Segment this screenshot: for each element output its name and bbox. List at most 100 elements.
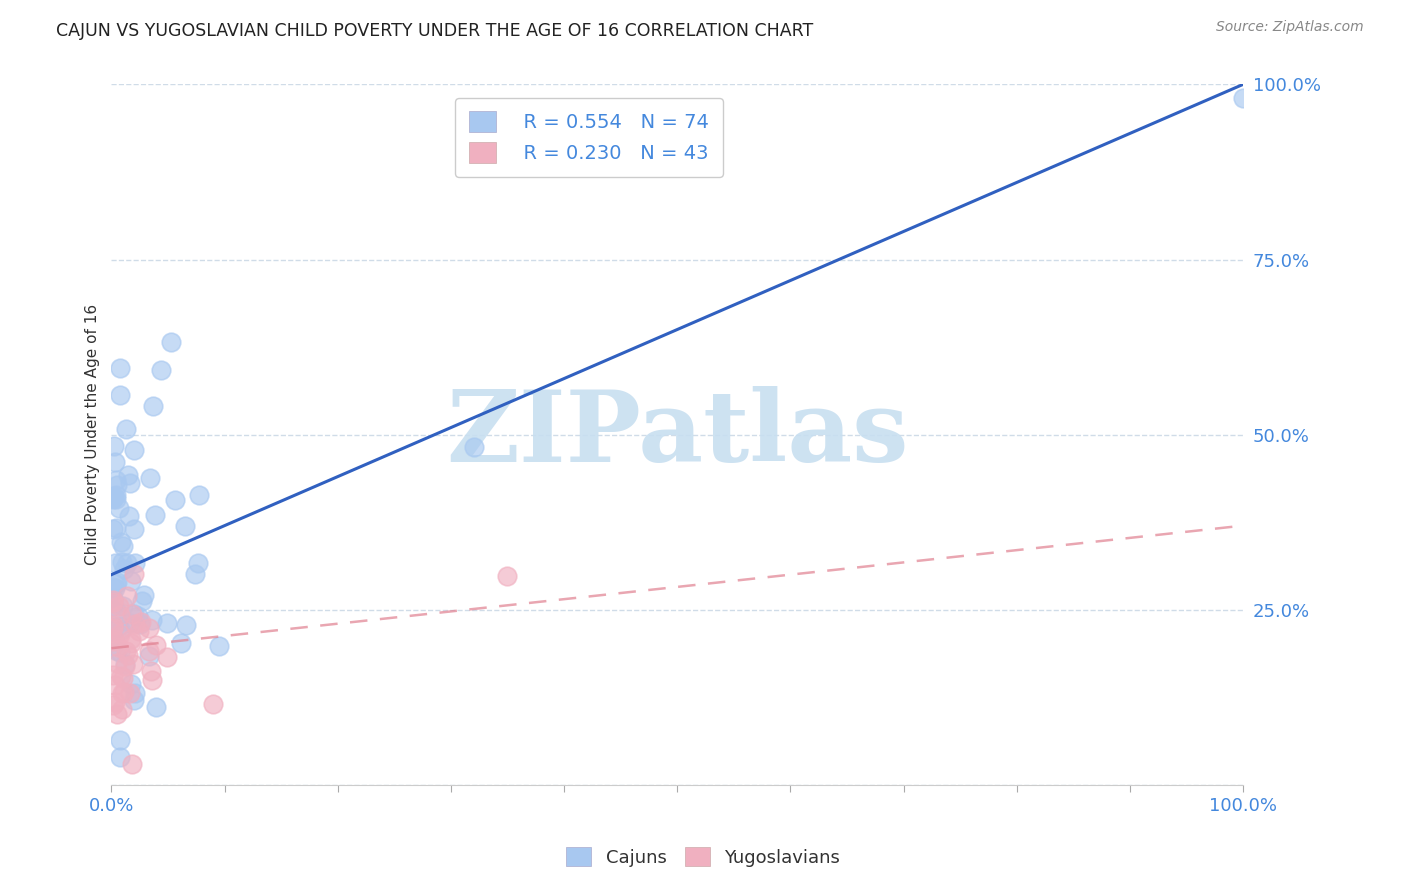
Point [115, 589, 138, 603]
Point [122, 657, 145, 672]
Point [145, 700, 167, 714]
Point [122, 567, 145, 582]
Point [104, 556, 127, 570]
Point [115, 644, 138, 658]
Point [118, 509, 141, 524]
Point [121, 757, 143, 772]
Y-axis label: Child Poverty Under the Age of 16: Child Poverty Under the Age of 16 [86, 304, 100, 566]
Point [122, 607, 145, 621]
Point [124, 617, 146, 632]
Point [110, 608, 132, 623]
Point [101, 698, 124, 712]
Point [110, 750, 132, 764]
Point [114, 659, 136, 673]
Point [120, 632, 142, 646]
Point [101, 491, 124, 505]
Point [187, 556, 209, 570]
Point [143, 508, 166, 522]
Text: Source: ZipAtlas.com: Source: ZipAtlas.com [1216, 20, 1364, 34]
Point [108, 618, 131, 632]
Point [110, 669, 132, 683]
Point [122, 693, 145, 707]
Point [105, 575, 128, 590]
Point [103, 591, 125, 606]
Point [101, 593, 124, 607]
Point [111, 686, 134, 700]
Point [105, 643, 128, 657]
Point [104, 488, 127, 502]
Point [138, 644, 160, 658]
Point [111, 702, 134, 716]
Point [129, 615, 152, 629]
Point [120, 635, 142, 649]
Point [107, 640, 129, 654]
Point [101, 580, 124, 594]
Point [105, 492, 128, 507]
Point [101, 491, 124, 506]
Point [156, 615, 179, 630]
Point [202, 697, 225, 711]
Point [115, 556, 138, 570]
Point [134, 588, 156, 602]
Point [104, 455, 127, 469]
Point [127, 608, 149, 623]
Point [108, 733, 131, 747]
Point [120, 574, 142, 589]
Point [114, 657, 136, 671]
Point [141, 673, 163, 688]
Point [104, 581, 127, 595]
Point [103, 439, 125, 453]
Point [101, 595, 124, 609]
Point [124, 556, 146, 570]
Point [117, 467, 139, 482]
Point [110, 387, 132, 401]
Point [104, 678, 127, 692]
Point [131, 594, 153, 608]
Point [141, 614, 163, 628]
Point [124, 686, 146, 700]
Point [118, 475, 141, 490]
Point [101, 522, 124, 536]
Point [110, 624, 132, 638]
Point [103, 632, 125, 647]
Point [104, 603, 127, 617]
Point [108, 599, 131, 614]
Text: ZIPatlas: ZIPatlas [446, 386, 908, 483]
Point [105, 474, 128, 488]
Point [101, 624, 124, 639]
Point [184, 566, 207, 581]
Point [115, 422, 138, 436]
Point [187, 488, 209, 502]
Point [110, 535, 132, 549]
Point [163, 493, 186, 508]
Point [111, 599, 134, 613]
Point [145, 638, 167, 652]
Point [160, 335, 183, 350]
Point [101, 599, 124, 613]
Point [176, 618, 198, 632]
Point [103, 489, 125, 503]
Point [117, 648, 139, 662]
Legend:   R = 0.554   N = 74,   R = 0.230   N = 43: R = 0.554 N = 74, R = 0.230 N = 43 [456, 97, 723, 177]
Point [155, 650, 177, 665]
Point [108, 627, 131, 641]
Point [138, 621, 160, 635]
Point [112, 671, 135, 685]
Point [105, 521, 128, 535]
Point [101, 621, 124, 635]
Point [120, 686, 142, 700]
Point [108, 501, 131, 516]
Point [121, 607, 143, 622]
Text: CAJUN VS YUGOSLAVIAN CHILD POVERTY UNDER THE AGE OF 16 CORRELATION CHART: CAJUN VS YUGOSLAVIAN CHILD POVERTY UNDER… [56, 22, 814, 40]
Point [105, 576, 128, 591]
Point [103, 618, 125, 632]
Point [118, 615, 141, 630]
Point [105, 656, 128, 670]
Point [108, 360, 131, 375]
Point [105, 478, 128, 492]
Point [463, 440, 485, 454]
Point [101, 668, 124, 682]
Point [122, 522, 145, 536]
Point [112, 685, 135, 699]
Point [104, 695, 127, 709]
